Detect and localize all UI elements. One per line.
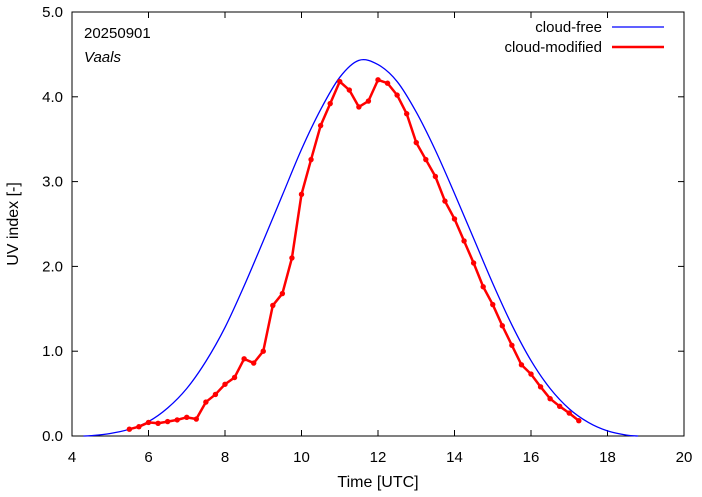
data-point-cloud-modified (394, 92, 400, 98)
data-point-cloud-modified (260, 348, 266, 354)
data-point-cloud-modified (346, 87, 353, 93)
data-point-cloud-modified (461, 238, 467, 244)
data-point-cloud-modified (222, 381, 228, 387)
data-point-cloud-modified (509, 342, 515, 348)
legend-label-cloud-modified: cloud-modified (504, 39, 602, 56)
data-point-cloud-modified (442, 198, 448, 204)
data-point-cloud-modified (337, 78, 343, 85)
y-tick-label: 0.0 (42, 428, 63, 445)
data-point-cloud-modified (423, 156, 429, 163)
x-tick-label: 16 (523, 449, 540, 466)
y-axis-label: UV index [-] (5, 182, 22, 266)
x-tick-label: 4 (68, 449, 76, 466)
data-point-cloud-modified (470, 260, 477, 266)
data-point-cloud-modified (126, 426, 133, 432)
data-point-cloud-modified (576, 418, 582, 424)
data-point-cloud-modified (212, 391, 219, 398)
data-point-cloud-modified (490, 301, 496, 308)
y-tick-label: 2.0 (42, 258, 63, 275)
data-point-cloud-modified (518, 362, 525, 368)
data-point-cloud-modified (566, 410, 572, 416)
data-point-cloud-modified (375, 77, 381, 83)
data-point-cloud-modified (403, 111, 410, 117)
data-point-cloud-modified (528, 371, 534, 377)
data-point-cloud-modified (356, 104, 362, 110)
data-point-cloud-modified (164, 418, 171, 425)
data-point-cloud-modified (174, 417, 180, 423)
legend: cloud-free cloud-modified (504, 19, 664, 56)
data-point-cloud-modified (317, 122, 324, 129)
y-tick-label: 5.0 (42, 4, 63, 21)
x-tick-label: 10 (293, 449, 310, 466)
data-point-cloud-modified (365, 98, 372, 104)
data-point-cloud-modified (241, 356, 247, 362)
data-point-cloud-modified (250, 360, 257, 366)
data-point-cloud-modified (231, 374, 238, 381)
x-tick-label: 18 (599, 449, 616, 466)
data-point-cloud-modified (155, 420, 161, 426)
data-point-cloud-modified (203, 399, 209, 405)
data-point-cloud-modified (327, 100, 333, 107)
series-line-cloud-free (83, 58, 639, 437)
data-point-cloud-modified (289, 255, 295, 261)
data-point-cloud-modified (547, 395, 553, 402)
data-point-cloud-modified (136, 423, 142, 430)
data-point-cloud-modified (308, 156, 314, 163)
data-point-cloud-modified (413, 139, 419, 146)
x-tick-label: 8 (221, 449, 229, 466)
data-point-cloud-modified (499, 323, 506, 329)
legend-label-cloud-free: cloud-free (535, 19, 602, 36)
data-point-cloud-modified (145, 419, 152, 426)
series-line-cloud-modified (129, 78, 580, 431)
y-tick-label: 3.0 (42, 174, 63, 191)
data-point-cloud-modified (537, 384, 544, 390)
data-point-cloud-modified (556, 403, 563, 410)
data-point-cloud-modified (279, 290, 286, 297)
date-annotation: 20250901 (84, 25, 151, 42)
x-tick-label: 6 (144, 449, 152, 466)
data-point-cloud-modified (298, 191, 305, 198)
x-axis-label: Time [UTC] (337, 474, 418, 491)
y-tick-label: 4.0 (42, 89, 63, 106)
data-point-cloud-modified (432, 173, 439, 180)
plot-frame (71, 11, 685, 437)
location-annotation: Vaals (84, 49, 121, 66)
x-tick-label: 20 (676, 449, 693, 466)
x-tick-label: 14 (446, 449, 463, 466)
data-point-cloud-modified (480, 284, 486, 290)
y-tick-label: 1.0 (42, 343, 63, 360)
data-point-cloud-modified (184, 414, 190, 421)
x-tick-label: 12 (370, 449, 387, 466)
data-point-cloud-modified (270, 302, 276, 309)
data-point-cloud-modified (193, 416, 200, 422)
data-point-cloud-modified (384, 80, 391, 86)
data-point-cloud-modified (451, 216, 458, 222)
